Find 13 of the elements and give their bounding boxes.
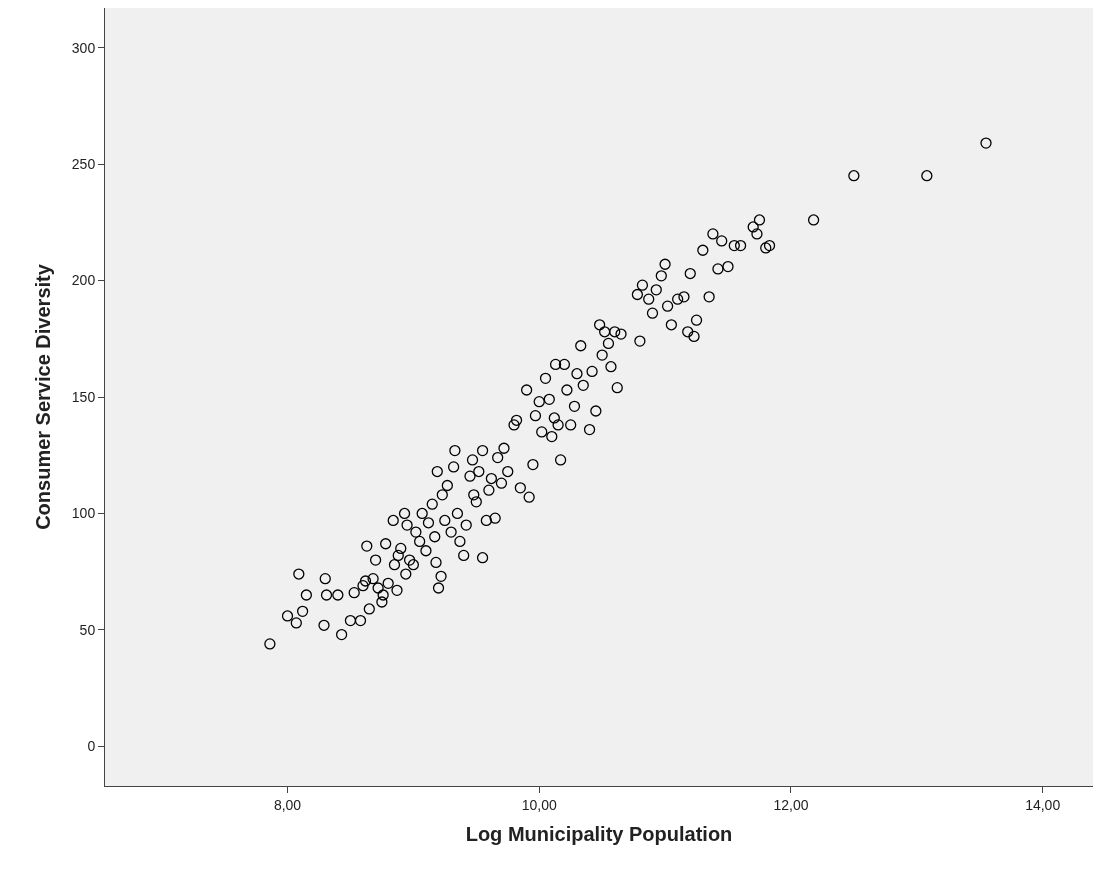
y-tick-label: 150 bbox=[71, 388, 96, 405]
x-axis-title: Log Municipality Population bbox=[465, 823, 733, 846]
y-tick-label: 200 bbox=[71, 272, 96, 289]
y-tick-label: 250 bbox=[71, 155, 96, 172]
y-tick-label: 50 bbox=[79, 621, 96, 638]
x-tick-label: 12,00 bbox=[773, 796, 809, 813]
y-tick-label: 300 bbox=[71, 39, 96, 56]
y-tick-label: 100 bbox=[71, 505, 96, 522]
x-tick-label: 8,00 bbox=[273, 796, 302, 813]
x-tick-label: 14,00 bbox=[1025, 796, 1061, 813]
y-tick-label: 0 bbox=[87, 738, 96, 755]
x-tick-label: 10,00 bbox=[521, 796, 557, 813]
y-axis-title: Consumer Service Diversity bbox=[32, 263, 55, 530]
